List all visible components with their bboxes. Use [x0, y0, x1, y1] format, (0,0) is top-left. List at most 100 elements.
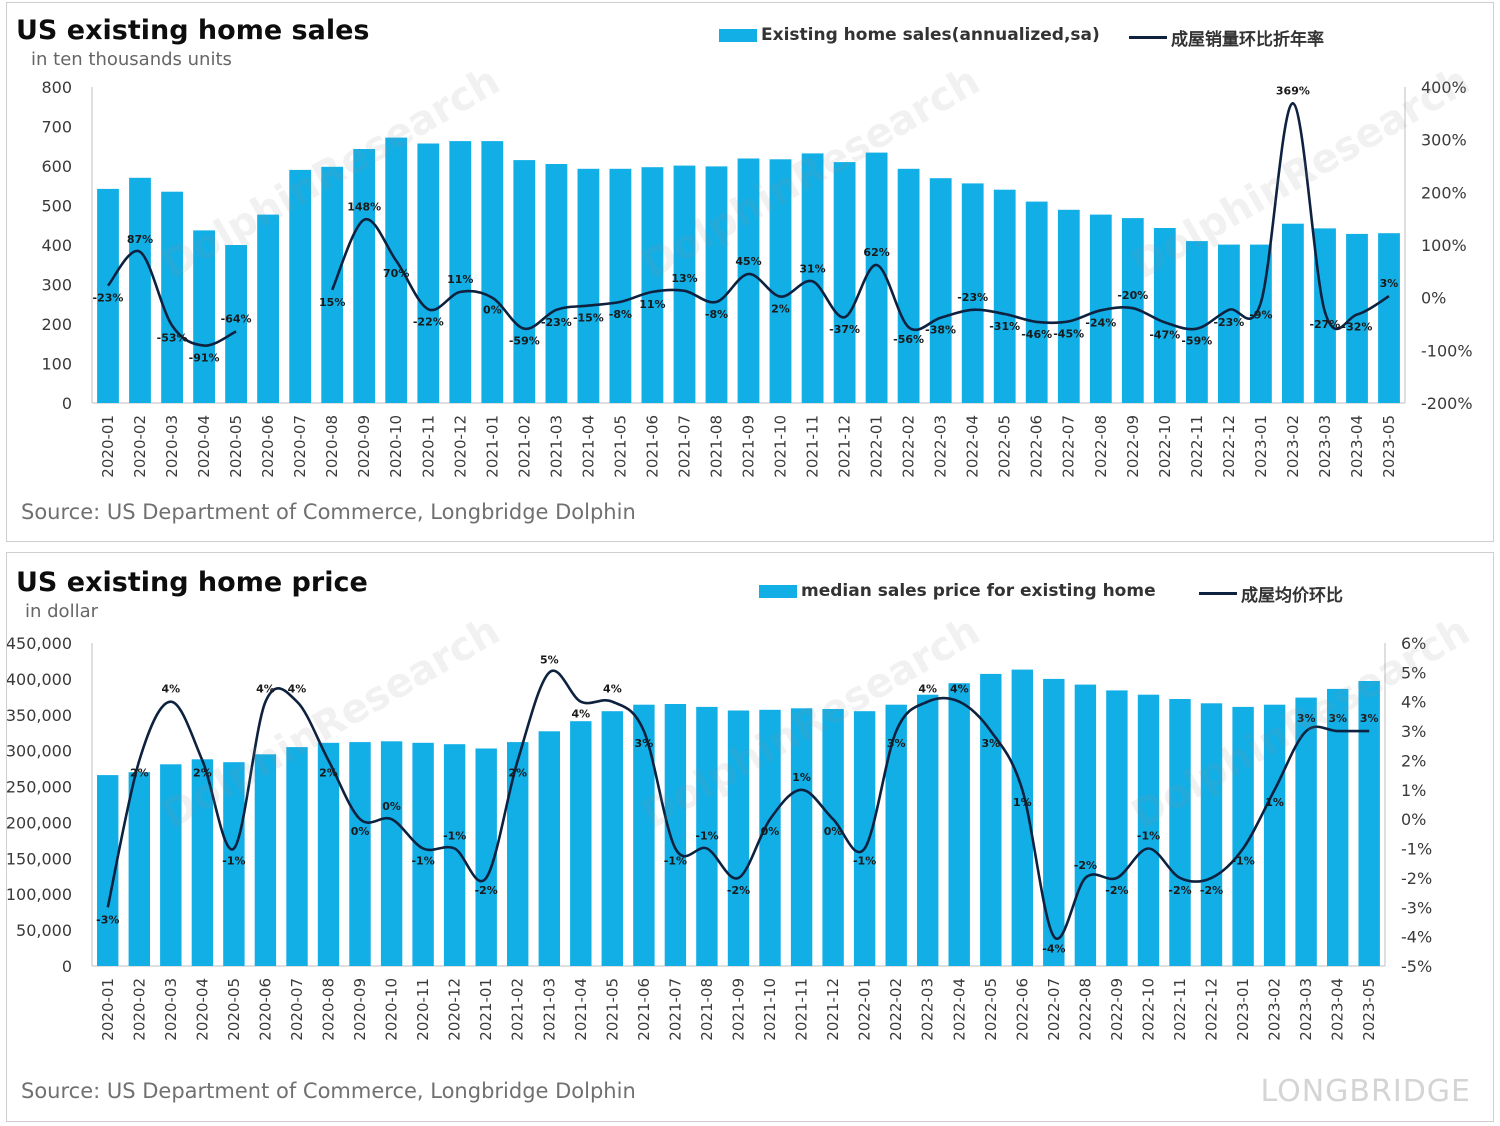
data-label: -59% — [1181, 335, 1212, 348]
x-tick: 2021-12 — [836, 415, 854, 478]
price-legend-bar-label: median sales price for existing home — [801, 581, 1156, 601]
x-tick: 2022-01 — [868, 415, 886, 478]
data-label: 11% — [639, 298, 665, 311]
series-line — [331, 101, 1390, 332]
x-tick: 2021-07 — [676, 415, 694, 478]
y-tick-right: -5% — [1401, 957, 1432, 976]
x-tick: 2022-10 — [1156, 415, 1174, 478]
data-label: 3% — [1360, 712, 1379, 725]
bar — [727, 710, 750, 966]
data-label: 3% — [1297, 712, 1316, 725]
y-tick-left: 250,000 — [7, 778, 72, 797]
y-tick-left: 300,000 — [7, 742, 72, 761]
bar — [160, 764, 182, 966]
x-tick: 2021-08 — [698, 978, 716, 1041]
data-label: -2% — [1105, 884, 1128, 897]
series-line — [106, 249, 237, 347]
y-tick-left: 0 — [62, 394, 72, 413]
x-tick: 2022-04 — [950, 978, 968, 1041]
data-label: -8% — [705, 308, 728, 321]
price-legend-line: 成屋均价环比 — [1199, 581, 1343, 606]
bar — [254, 754, 277, 966]
bar — [865, 152, 888, 403]
bar — [641, 167, 664, 403]
x-tick: 2023-05 — [1380, 415, 1398, 478]
y-tick-left: 700 — [41, 118, 72, 137]
x-tick: 2020-03 — [162, 978, 180, 1041]
bar — [223, 762, 245, 966]
x-tick: 2021-10 — [761, 978, 779, 1041]
data-label: 4% — [256, 683, 275, 696]
bar — [961, 183, 984, 403]
bar — [321, 166, 344, 403]
x-tick: 2020-08 — [323, 415, 341, 478]
x-tick: 2022-08 — [1092, 415, 1110, 478]
x-tick: 2022-11 — [1171, 978, 1189, 1041]
bar — [609, 168, 632, 403]
data-label: -23% — [541, 316, 572, 329]
bar — [191, 759, 214, 966]
x-tick: 2020-10 — [383, 978, 401, 1041]
bar — [449, 141, 472, 403]
bar — [513, 160, 536, 403]
y-tick-left: 150,000 — [7, 849, 72, 868]
line-swatch — [1199, 592, 1237, 595]
y-tick-right: 2% — [1401, 751, 1426, 770]
bar — [1263, 704, 1286, 966]
x-tick: 2021-04 — [572, 978, 590, 1041]
data-label: 0% — [824, 825, 843, 838]
bar — [980, 673, 1002, 966]
bar — [917, 694, 939, 966]
bar — [696, 706, 718, 966]
bar — [385, 137, 408, 403]
bar — [1200, 703, 1223, 966]
y-tick-left: 200 — [41, 315, 72, 334]
x-tick: 2021-02 — [515, 415, 533, 478]
data-label: 3% — [887, 737, 906, 750]
sales-chart-source: Source: US Department of Commerce, Longb… — [21, 500, 636, 524]
x-tick: 2022-07 — [1045, 978, 1063, 1041]
data-label: -8% — [609, 308, 632, 321]
bar — [353, 149, 376, 403]
data-label: 148% — [347, 201, 381, 214]
y-tick-right: 4% — [1401, 693, 1426, 712]
data-label: -4% — [1042, 943, 1065, 956]
x-tick: 2023-02 — [1266, 978, 1284, 1041]
bar — [97, 775, 119, 966]
bar — [1232, 706, 1254, 966]
line-swatch — [1129, 36, 1167, 39]
bar — [289, 169, 312, 403]
x-tick: 2022-06 — [1013, 978, 1031, 1041]
y-tick-right: 3% — [1401, 722, 1426, 741]
data-label: 0% — [761, 825, 780, 838]
y-tick-right: 100% — [1421, 236, 1467, 255]
bar — [1153, 228, 1176, 403]
bar — [570, 721, 592, 966]
y-tick-left: 450,000 — [7, 634, 72, 653]
y-tick-right: 5% — [1401, 663, 1426, 682]
x-tick: 2022-03 — [919, 978, 937, 1041]
bar — [759, 709, 781, 966]
data-label: 1% — [1265, 796, 1284, 809]
x-tick: 2021-11 — [804, 415, 822, 478]
x-tick: 2020-04 — [195, 415, 213, 478]
x-tick: 2020-08 — [320, 978, 338, 1041]
x-tick: 2020-02 — [131, 415, 149, 478]
x-tick: 2021-08 — [708, 415, 726, 478]
x-tick: 2021-05 — [611, 415, 629, 478]
bar — [257, 214, 279, 403]
x-tick: 2022-01 — [856, 978, 874, 1041]
price-chart-subtitle: in dollar — [25, 601, 99, 622]
bar — [705, 166, 728, 403]
bar — [317, 742, 340, 966]
bar — [349, 742, 371, 966]
data-label: 369% — [1276, 84, 1310, 97]
bar — [193, 230, 215, 403]
bar — [475, 748, 497, 966]
x-tick: 2022-06 — [1028, 415, 1046, 478]
x-tick: 2021-06 — [635, 978, 653, 1041]
bar — [1025, 201, 1048, 403]
bar — [1282, 223, 1304, 403]
x-tick: 2022-02 — [900, 415, 918, 478]
bar — [1011, 669, 1033, 966]
